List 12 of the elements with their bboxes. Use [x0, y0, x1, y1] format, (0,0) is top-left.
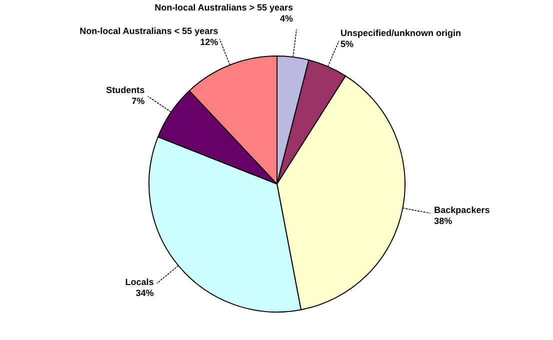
slice-label: Non-local Australians > 55 years — [154, 2, 294, 12]
data-label: 5% — [340, 39, 354, 50]
data-label: 4% — [280, 13, 294, 24]
slice-label: Locals — [125, 276, 154, 287]
data-label: 38% — [434, 216, 452, 226]
data-label: 12% — [200, 37, 218, 48]
slice-label: Backpackers — [434, 204, 490, 215]
slice-label: Students — [106, 85, 145, 96]
data-label: 34% — [136, 288, 154, 298]
slice-label: Unspecified/unknown origin — [340, 28, 462, 38]
slice-label: Non-local Australians < 55 years — [80, 26, 218, 36]
data-label: 7% — [132, 96, 145, 106]
